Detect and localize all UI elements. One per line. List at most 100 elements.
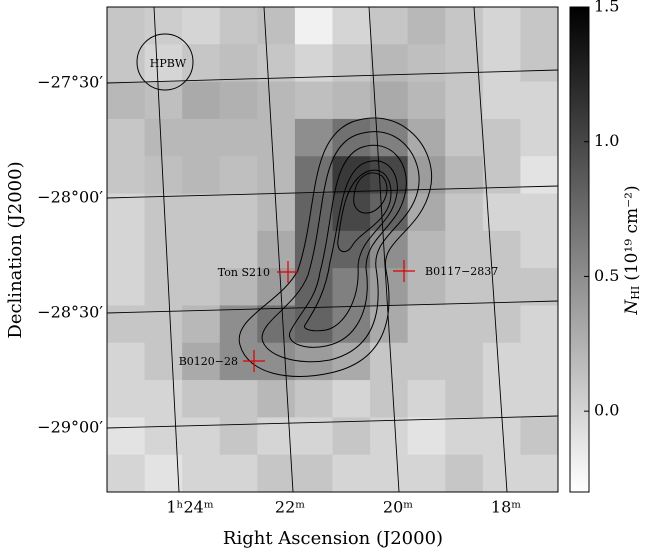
pixel [257,44,296,83]
x-axis-label: Right Ascension (J2000) [223,528,443,549]
pixel [332,454,371,492]
pixel [482,7,521,45]
pixel [219,268,258,306]
pixel [445,342,484,381]
pixel [370,81,409,120]
colorbar-subscript: HI [629,286,642,300]
pixel [482,230,521,269]
pixel [370,342,409,381]
pixel [257,7,296,45]
coordinate-grid [107,7,558,492]
pixel [219,417,258,456]
pixel [219,193,258,232]
colorbar-units: (10¹⁹ cm⁻²) [622,185,642,280]
pixel [107,7,146,45]
pixel [257,380,296,418]
pixel [370,454,409,492]
ra-label: 20ᵐ [383,498,413,517]
dec-label: −29°00′ [37,418,103,437]
pixel [182,230,221,269]
pixel [107,118,146,157]
pixel [182,44,221,83]
pixel [182,118,221,157]
pixel [182,342,221,381]
pixel [257,118,296,157]
pixel [520,268,558,306]
pixel [482,81,521,120]
pixel [370,380,409,418]
pixel [182,380,221,418]
pixel [219,156,258,195]
pixel [257,454,296,492]
pixel [107,156,146,195]
pixel [520,305,558,344]
pixel [182,156,221,195]
pixel [520,230,558,269]
pixel [332,118,371,157]
pixel [294,193,333,232]
pixel [219,230,258,269]
pixel [370,193,409,232]
pixel [294,7,333,45]
heatmap [107,7,558,492]
pixel [294,268,333,306]
pixel [445,417,484,456]
dec-label: −27°30′ [37,73,103,92]
pixel [182,81,221,120]
pixel [370,118,409,157]
pixel [332,268,371,306]
pixel [294,454,333,492]
pixel [182,305,221,344]
pixel [144,44,183,83]
pixel [407,342,446,381]
pixel [257,305,296,344]
pixel [332,7,371,45]
pixel [182,454,221,492]
pixel [332,417,371,456]
pixel [407,230,446,269]
pixel [294,44,333,83]
pixel [219,342,258,381]
pixel [520,44,558,83]
annotation: Ton S210 [218,266,270,279]
pixel [144,7,183,45]
beam-ellipse [136,33,194,91]
pixel [332,342,371,381]
pixel [182,417,221,456]
pixel [144,454,183,492]
colorbar [569,6,590,493]
pixel [407,454,446,492]
pixel [482,454,521,492]
pixel [520,454,558,492]
y-axis-label: Declination (J2000) [5,161,26,338]
ra-label: 18ᵐ [491,498,521,517]
pixel [482,417,521,456]
pixel [219,81,258,120]
pixel [107,268,146,306]
colorbar-label: NHI (10¹⁹ cm⁻²) [622,185,643,315]
colorbar-tick-label: 0.0 [594,401,619,420]
pixel [370,156,409,195]
pixel [182,7,221,45]
pixel [445,230,484,269]
annotation: B0117−2837 [425,265,498,278]
pixel [294,156,333,195]
pixel [107,193,146,232]
pixel [107,305,146,344]
pixel [107,380,146,418]
pixel [445,81,484,120]
dec-label: −28°30′ [37,303,103,322]
pixel [445,7,484,45]
markers [243,260,415,372]
pixel [294,118,333,157]
plot-frame [106,6,559,493]
pixel [107,44,146,83]
contours [238,117,432,377]
pixel [294,380,333,418]
pixel [257,81,296,120]
pixel [219,380,258,418]
pixel [445,454,484,492]
dec-label: −28°00′ [37,188,103,207]
pixel [107,230,146,269]
